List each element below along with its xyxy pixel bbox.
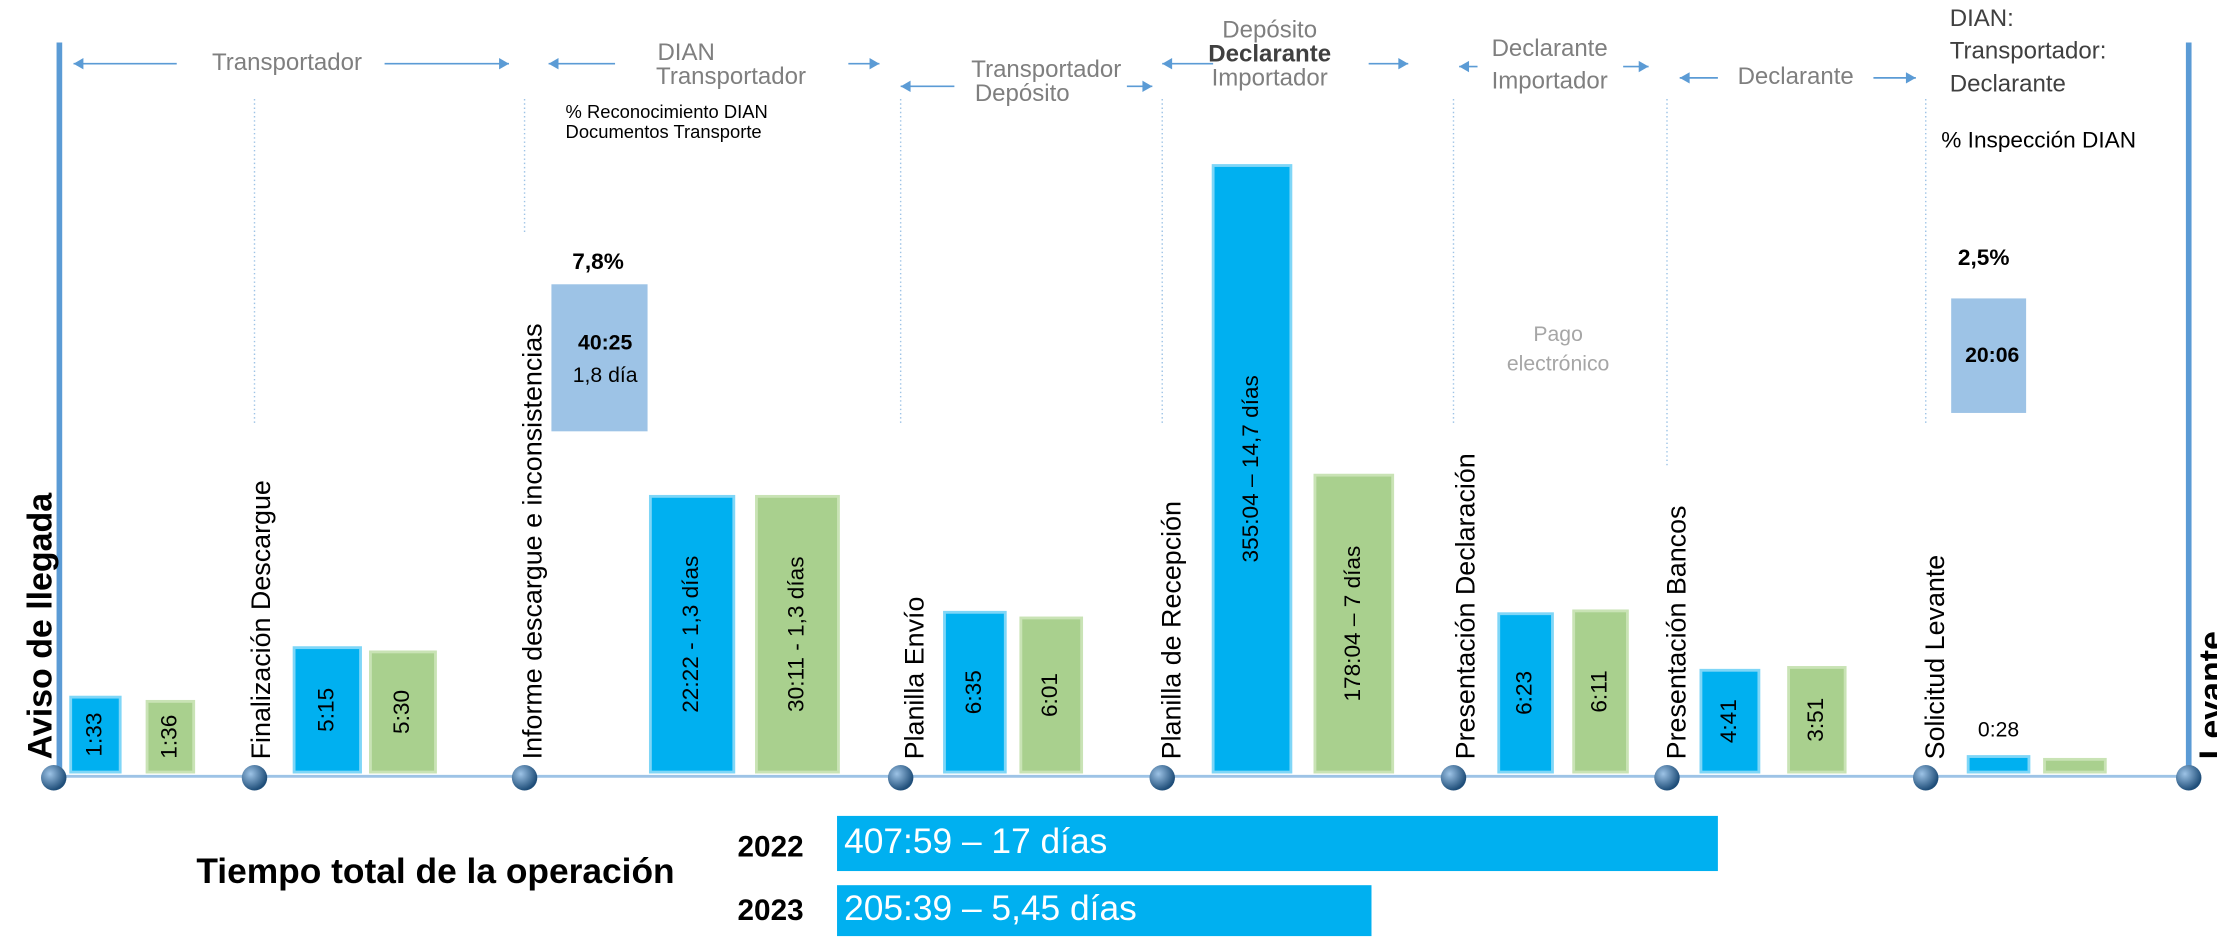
arrow-head xyxy=(869,58,880,70)
role-label: Transportador xyxy=(971,56,1121,83)
role-label: DIAN xyxy=(657,39,714,66)
milestone-dot xyxy=(241,765,268,791)
segment-label: 6:11 xyxy=(1587,670,1612,712)
milestone-label: Presentación Declaración xyxy=(1451,453,1481,759)
total-bar xyxy=(837,815,1718,872)
total-value: 205:39 – 5,45 días xyxy=(844,889,1137,928)
segment-label: 1:36 xyxy=(156,715,181,759)
segment-bar xyxy=(648,494,736,774)
arrow-head xyxy=(1638,60,1649,73)
segment-label: 4:41 xyxy=(1716,699,1741,743)
segment-label: 6:35 xyxy=(961,670,986,714)
segment-label: 0:28 xyxy=(1978,719,2019,742)
check-time: 40:25 xyxy=(578,331,632,354)
milestone-dot xyxy=(887,765,914,791)
segment-label: 30:11 - 1,3 días xyxy=(783,556,808,711)
milestone-dot xyxy=(2175,765,2202,791)
role-label: DIAN: xyxy=(1950,5,2014,32)
check-box xyxy=(551,284,648,432)
segment-bar xyxy=(369,650,437,774)
segment-bar xyxy=(755,494,840,774)
arrow-head xyxy=(1162,58,1173,70)
role-label: Importador xyxy=(1492,67,1608,94)
total-label: Tiempo total de la operación xyxy=(196,852,674,891)
arrow-head xyxy=(1459,60,1470,73)
milestone-dot xyxy=(1913,765,1939,791)
segment-label: 5:15 xyxy=(313,688,338,732)
segment-bar xyxy=(292,646,362,774)
arrow-head xyxy=(1679,72,1690,84)
milestone-dot xyxy=(1654,765,1680,791)
arrow-head xyxy=(548,58,559,70)
segment-bar xyxy=(943,610,1007,774)
segment-bar xyxy=(1019,616,1084,774)
note: % Reconocimiento DIAN xyxy=(566,101,768,122)
segment-bar xyxy=(1497,612,1554,774)
milestone-label: Presentación Bancos xyxy=(1661,506,1691,760)
role-label: Declarante xyxy=(1492,35,1608,62)
segment-bar xyxy=(69,695,122,774)
milestone-label: Solicitud Levante xyxy=(1920,555,1950,760)
note: electrónico xyxy=(1507,352,1609,375)
segment-label: 6:01 xyxy=(1037,673,1062,717)
segment-bar xyxy=(145,699,196,774)
milestone-label: Finalización Descargue xyxy=(246,480,276,759)
milestone-label: Planilla Envío xyxy=(899,597,929,760)
segment-bar xyxy=(2043,757,2107,774)
segment-label: 1:33 xyxy=(81,713,106,757)
milestone-label: Informe descargue e inconsistencias xyxy=(518,323,548,759)
arrow-head xyxy=(499,58,510,70)
arrow-head xyxy=(73,58,84,70)
role-label: Transportador xyxy=(656,63,806,90)
milestone-dot xyxy=(1149,765,1175,791)
milestone-label: Levante xyxy=(2193,631,2217,759)
segment-bar xyxy=(1313,473,1395,774)
total-year: 2022 xyxy=(738,830,804,863)
arrow-head xyxy=(1905,72,1916,84)
check-days: 1,8 día xyxy=(573,364,638,387)
arrow-head xyxy=(1398,58,1409,70)
check-box xyxy=(1951,298,2027,413)
segment-label: 6:23 xyxy=(1512,671,1537,715)
milestone-label: Aviso de llegada xyxy=(21,492,59,760)
total-value: 407:59 – 17 días xyxy=(844,822,1107,861)
role-label: Declarante xyxy=(1208,41,1331,68)
segment-bar xyxy=(1699,668,1761,774)
milestone-dot xyxy=(41,765,67,791)
note: % Inspección DIAN xyxy=(1941,127,2136,152)
role-label: Declarante xyxy=(1950,70,2066,97)
segment-label: 5:30 xyxy=(389,690,414,734)
arrow-head xyxy=(900,80,911,92)
segment-bar xyxy=(1966,755,2031,774)
role-label: Importador xyxy=(1212,65,1328,92)
total-year: 2023 xyxy=(738,894,804,927)
segment-label: 178:04 – 7 días xyxy=(1340,546,1365,702)
check-percent: 2,5% xyxy=(1958,245,2010,270)
arrow-head xyxy=(1142,80,1153,92)
segment-bar xyxy=(1211,164,1293,774)
note: Documentos Transporte xyxy=(566,121,762,142)
milestone-label: Planilla de Recepción xyxy=(1157,501,1187,759)
role-label: Declarante xyxy=(1738,63,1854,90)
check-time: 20:06 xyxy=(1965,344,2019,367)
role-label: Transportador xyxy=(212,49,362,76)
milestone-dot xyxy=(1440,765,1467,791)
note: Pago xyxy=(1533,323,1582,346)
role-label: Depósito xyxy=(975,80,1070,107)
milestone-dot xyxy=(511,765,538,791)
segment-bar xyxy=(1572,609,1629,774)
role-label: Transportador: xyxy=(1950,38,2107,65)
segment-label: 355:04 – 14,7 días xyxy=(1238,375,1263,562)
segment-bar xyxy=(1787,666,1847,774)
check-percent: 7,8% xyxy=(572,249,624,274)
segment-label: 22:22 - 1,3 días xyxy=(678,556,703,713)
segment-label: 3:51 xyxy=(1803,698,1828,742)
role-label: Depósito xyxy=(1222,17,1317,44)
total-bar xyxy=(837,885,1372,937)
